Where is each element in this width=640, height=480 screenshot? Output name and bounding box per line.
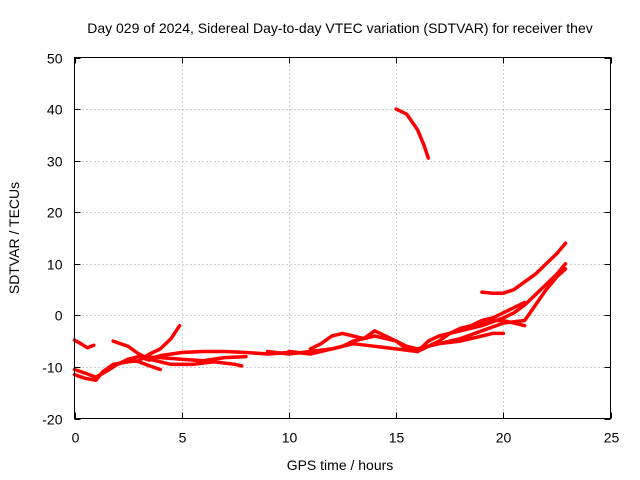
x-tick-label: 10 (282, 430, 298, 446)
y-tick-label: -20 (42, 412, 62, 428)
series-line-track-12 (458, 300, 527, 333)
series-layer (72, 107, 568, 383)
series-line-track-13 (480, 241, 568, 295)
series-line-track-5 (126, 357, 163, 372)
x-tick-label: 0 (72, 430, 80, 446)
series-line-track-2 (72, 354, 152, 379)
x-tick-label: 15 (389, 430, 405, 446)
series-line-track-4 (111, 339, 291, 361)
y-axis-label: SDTVAR / TECUs (6, 182, 22, 294)
y-tick-label: 50 (47, 51, 63, 67)
x-tick-label: 25 (604, 430, 620, 446)
x-tick-label: 20 (496, 430, 512, 446)
y-tick-label: 30 (47, 154, 63, 170)
y-tick-label: 40 (47, 102, 63, 118)
series-line-track-11 (437, 267, 568, 346)
series-line-track-6 (147, 357, 244, 368)
grid-layer (74, 57, 611, 419)
series-line-track-7 (137, 354, 248, 363)
chart-title: Day 029 of 2024, Sidereal Day-to-day VTE… (87, 20, 593, 36)
series-line-track-3 (72, 323, 182, 383)
y-tick-label: 10 (47, 257, 63, 273)
series-line-track-14 (394, 107, 431, 160)
series-line-track-1 (72, 338, 96, 350)
x-tick-label: 5 (179, 430, 187, 446)
series-line-track-10 (287, 262, 568, 356)
x-axis-label: GPS time / hours (287, 457, 394, 473)
y-tick-label: -10 (42, 360, 62, 376)
tick-layer: 0 5 10 15 20 25 -20 -10 0 10 20 30 40 50 (42, 51, 619, 446)
y-tick-label: 20 (47, 205, 63, 221)
y-tick-label: 0 (55, 308, 63, 324)
plot-frame (74, 57, 611, 419)
